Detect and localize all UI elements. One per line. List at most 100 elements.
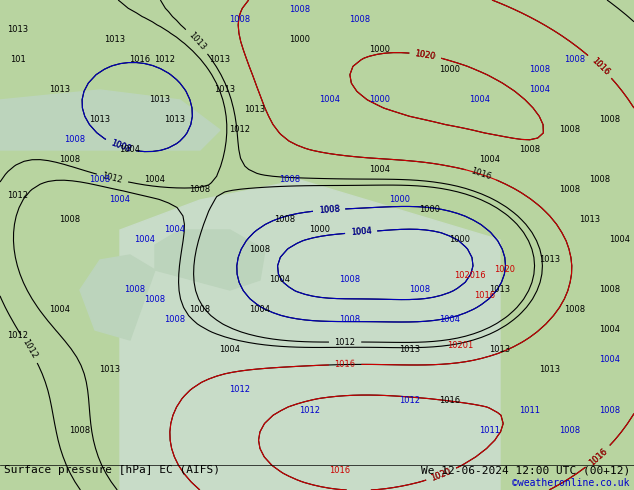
Text: 1011: 1011 [519, 406, 541, 415]
Text: 1004: 1004 [164, 225, 186, 235]
Text: 1008: 1008 [145, 295, 165, 304]
Text: 1008: 1008 [290, 5, 311, 15]
Text: 1008: 1008 [339, 316, 361, 324]
Text: 1004: 1004 [320, 96, 340, 104]
Text: 1008: 1008 [564, 305, 586, 315]
Text: 1008: 1008 [559, 125, 581, 134]
Text: 1016: 1016 [439, 395, 460, 405]
Text: 1013: 1013 [214, 85, 236, 95]
Text: 1000: 1000 [370, 96, 391, 104]
Text: 1013: 1013 [489, 286, 510, 294]
Text: 1008: 1008 [529, 66, 550, 74]
Text: 1004: 1004 [351, 227, 372, 238]
Text: 1004: 1004 [479, 155, 500, 165]
Text: 1008: 1008 [109, 139, 132, 154]
Text: 1013: 1013 [209, 55, 231, 65]
Text: 1020: 1020 [430, 466, 453, 483]
Text: 1016: 1016 [587, 446, 609, 467]
Text: ©weatheronline.co.uk: ©weatheronline.co.uk [512, 478, 630, 488]
Text: 1008: 1008 [599, 116, 621, 124]
Text: 1013: 1013 [489, 345, 510, 354]
Text: 102016: 102016 [454, 270, 486, 279]
Text: 1013: 1013 [540, 366, 560, 374]
Text: 1012: 1012 [399, 395, 420, 405]
Text: 1004: 1004 [600, 356, 621, 365]
Text: 1016: 1016 [474, 291, 496, 299]
Text: 1008: 1008 [339, 275, 361, 285]
Text: 1000: 1000 [420, 205, 441, 215]
Text: 1016: 1016 [129, 55, 150, 65]
Text: 1013: 1013 [49, 85, 70, 95]
Text: We 12-06-2024 12:00 UTC (00+12): We 12-06-2024 12:00 UTC (00+12) [421, 465, 630, 475]
Text: 1020: 1020 [495, 266, 515, 274]
Text: 1008: 1008 [599, 406, 621, 415]
Text: 1013: 1013 [105, 35, 126, 45]
Text: 1012: 1012 [230, 386, 250, 394]
Text: 1012: 1012 [8, 191, 29, 199]
Text: 1004: 1004 [351, 227, 372, 238]
Text: 1008: 1008 [280, 175, 301, 185]
Text: 1004: 1004 [529, 85, 550, 95]
Text: 1012: 1012 [20, 338, 39, 360]
Text: Surface pressure [hPa] EC (AIFS): Surface pressure [hPa] EC (AIFS) [4, 465, 220, 475]
Text: 1012: 1012 [8, 330, 29, 340]
Text: 1004: 1004 [370, 166, 391, 174]
Text: 1008: 1008 [275, 216, 295, 224]
Text: 1004: 1004 [439, 316, 460, 324]
Polygon shape [155, 230, 265, 290]
Text: 1008: 1008 [349, 16, 370, 24]
Text: 1008: 1008 [190, 305, 210, 315]
Text: 1012: 1012 [335, 338, 356, 346]
Text: 1000: 1000 [290, 35, 311, 45]
Text: 1020: 1020 [414, 49, 436, 61]
Text: 1008: 1008 [65, 136, 86, 145]
Text: 1004: 1004 [119, 146, 141, 154]
Text: 1008: 1008 [60, 155, 81, 165]
Text: 1012: 1012 [101, 172, 124, 185]
Text: 1008: 1008 [590, 175, 611, 185]
Text: 1008: 1008 [109, 139, 132, 154]
Text: 1008: 1008 [559, 186, 581, 195]
Text: 1016: 1016 [335, 360, 356, 369]
Text: 1012: 1012 [299, 406, 321, 415]
Text: 1013: 1013 [100, 366, 120, 374]
Text: 1000: 1000 [309, 225, 330, 235]
Text: 10201: 10201 [447, 341, 473, 349]
Text: 1008: 1008 [60, 216, 81, 224]
Text: 1000: 1000 [389, 196, 410, 204]
Text: 1013: 1013 [399, 345, 420, 354]
Text: 1013: 1013 [150, 96, 171, 104]
Text: 1013: 1013 [164, 116, 186, 124]
Text: 1008: 1008 [89, 175, 110, 185]
Text: 1004: 1004 [49, 305, 70, 315]
Text: 1016: 1016 [589, 56, 611, 77]
Text: 1004: 1004 [609, 236, 630, 245]
Text: 1011: 1011 [479, 425, 500, 435]
Text: 1008: 1008 [190, 186, 210, 195]
Text: 1016: 1016 [330, 466, 351, 474]
Text: 1004: 1004 [269, 275, 290, 285]
Text: 1008: 1008 [559, 425, 581, 435]
Polygon shape [120, 180, 500, 490]
Text: 1008: 1008 [249, 245, 271, 254]
Text: 1008: 1008 [599, 286, 621, 294]
Text: 1004: 1004 [470, 96, 491, 104]
Text: 1000: 1000 [370, 46, 391, 54]
Text: 1020: 1020 [414, 49, 436, 61]
Text: 1013: 1013 [8, 25, 29, 34]
Text: 1008: 1008 [318, 205, 340, 215]
Text: 1013: 1013 [579, 216, 600, 224]
Polygon shape [80, 255, 155, 340]
Text: 1013: 1013 [245, 105, 266, 115]
Text: 1000: 1000 [439, 66, 460, 74]
Text: 1020: 1020 [430, 466, 453, 483]
Text: 1004: 1004 [250, 305, 271, 315]
Text: 1008: 1008 [318, 205, 340, 215]
Text: 1004: 1004 [219, 345, 240, 354]
Text: 101: 101 [10, 55, 26, 65]
Text: 1016: 1016 [470, 167, 493, 182]
Text: 1004: 1004 [600, 325, 621, 335]
Text: 1012: 1012 [155, 55, 176, 65]
Text: 1013: 1013 [89, 116, 110, 124]
Text: 1016: 1016 [587, 446, 609, 467]
